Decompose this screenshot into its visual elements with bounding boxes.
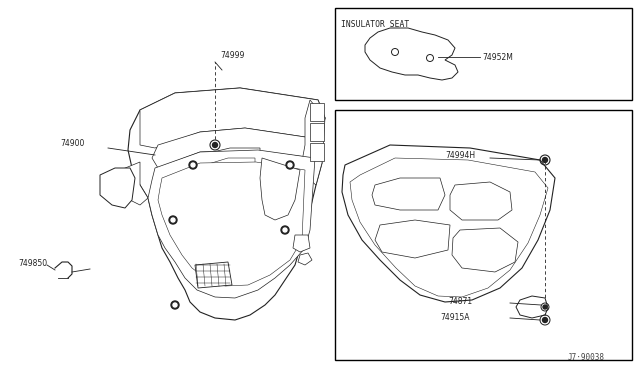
Circle shape bbox=[169, 216, 177, 224]
Polygon shape bbox=[310, 103, 324, 121]
Polygon shape bbox=[140, 88, 325, 148]
Bar bbox=[335, 110, 632, 360]
Polygon shape bbox=[198, 148, 260, 235]
Text: J7·90038: J7·90038 bbox=[568, 353, 605, 362]
Polygon shape bbox=[452, 228, 518, 272]
Polygon shape bbox=[128, 88, 325, 320]
Polygon shape bbox=[260, 158, 300, 220]
Polygon shape bbox=[375, 220, 450, 258]
Circle shape bbox=[212, 142, 218, 148]
Text: 74900: 74900 bbox=[60, 138, 84, 148]
Circle shape bbox=[281, 226, 289, 234]
Circle shape bbox=[171, 301, 179, 309]
Circle shape bbox=[543, 317, 547, 323]
Polygon shape bbox=[108, 162, 148, 205]
Bar bbox=[335, 8, 632, 100]
Polygon shape bbox=[195, 262, 232, 288]
Circle shape bbox=[173, 303, 177, 307]
Polygon shape bbox=[450, 182, 512, 220]
Polygon shape bbox=[158, 162, 305, 286]
Text: 74915A: 74915A bbox=[440, 314, 470, 323]
Circle shape bbox=[283, 228, 287, 232]
Text: 749850: 749850 bbox=[18, 259, 47, 267]
Polygon shape bbox=[293, 235, 310, 252]
Polygon shape bbox=[300, 100, 325, 185]
Circle shape bbox=[543, 305, 547, 309]
Circle shape bbox=[288, 163, 292, 167]
Polygon shape bbox=[365, 28, 458, 80]
Polygon shape bbox=[310, 143, 324, 161]
Polygon shape bbox=[204, 158, 255, 230]
Polygon shape bbox=[100, 168, 135, 208]
Circle shape bbox=[171, 218, 175, 222]
Polygon shape bbox=[148, 150, 315, 298]
Polygon shape bbox=[310, 123, 324, 141]
Polygon shape bbox=[372, 178, 445, 210]
Text: INSULATOR SEAT: INSULATOR SEAT bbox=[341, 20, 409, 29]
Polygon shape bbox=[350, 158, 548, 297]
Text: 74952M: 74952M bbox=[482, 52, 513, 61]
Circle shape bbox=[543, 157, 547, 163]
Polygon shape bbox=[342, 145, 555, 302]
Text: 74871: 74871 bbox=[448, 298, 472, 307]
Polygon shape bbox=[516, 296, 548, 318]
Circle shape bbox=[191, 163, 195, 167]
Circle shape bbox=[189, 161, 197, 169]
Text: 74999: 74999 bbox=[220, 51, 244, 60]
Text: 74994H: 74994H bbox=[445, 151, 475, 160]
Circle shape bbox=[286, 161, 294, 169]
Polygon shape bbox=[152, 128, 318, 168]
Polygon shape bbox=[298, 253, 312, 265]
